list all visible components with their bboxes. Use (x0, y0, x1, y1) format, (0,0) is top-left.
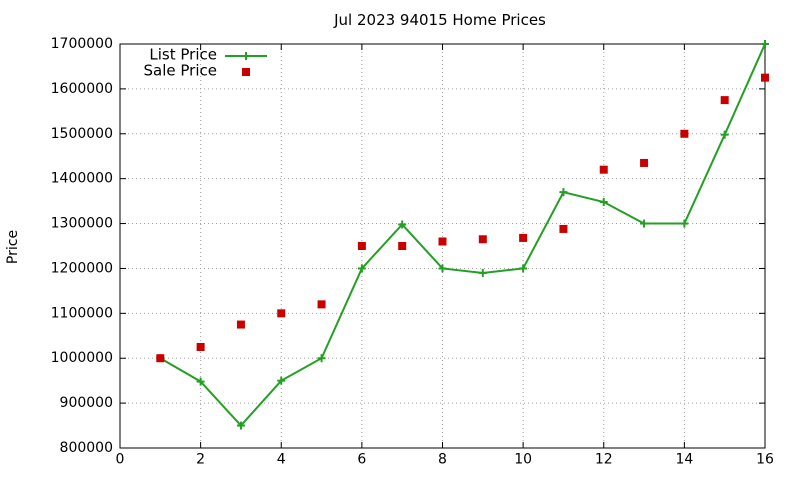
data-point-sale-price (398, 242, 407, 250)
y-tick-label: 1500000 (51, 126, 113, 142)
data-point-list-price (519, 264, 528, 273)
y-tick-label: 900000 (60, 395, 113, 411)
data-point-sale-price (519, 233, 528, 242)
y-tick-label: 1300000 (51, 216, 113, 232)
data-point-list-price (196, 377, 205, 386)
y-tick-label: 1200000 (51, 260, 113, 276)
data-point-list-price (680, 219, 689, 228)
data-point-list-price (438, 264, 447, 273)
x-tick-label: 8 (438, 452, 447, 468)
data-point-sale-price (680, 129, 689, 138)
data-point-sale-price (317, 300, 326, 309)
data-point-list-price (478, 268, 487, 277)
data-point-sale-price (236, 320, 245, 329)
data-point-sale-price (196, 343, 205, 351)
data-point-list-price (398, 220, 407, 229)
x-tick-label: 6 (357, 452, 366, 468)
y-tick-label: 1600000 (51, 81, 113, 97)
legend-marker-list-price (242, 52, 250, 60)
data-point-sale-price (277, 309, 286, 318)
x-tick-label: 10 (514, 452, 532, 468)
data-point-list-price (559, 188, 568, 197)
data-point-list-price (761, 40, 769, 48)
legend-swatch-list-price (225, 52, 267, 60)
data-point-list-price (277, 376, 286, 385)
y-tick-label: 1000000 (51, 350, 113, 366)
plot-frame (119, 43, 766, 449)
y-tick-label: 1100000 (51, 305, 113, 321)
y-axis-label: Price (5, 230, 21, 264)
data-point-sale-price (478, 235, 487, 244)
data-point-list-price (720, 130, 729, 139)
y-tick-label: 800000 (60, 440, 113, 456)
data-point-sale-price (559, 224, 568, 233)
x-tick-label: 0 (116, 452, 125, 468)
series-layer (156, 40, 769, 430)
data-point-sale-price (720, 96, 729, 105)
data-point-sale-price (761, 73, 769, 82)
x-tick-label: 14 (675, 452, 693, 468)
data-point-sale-price (156, 354, 165, 363)
data-point-list-price (599, 198, 608, 207)
axis-ticks: 800000 900000 1000000 1100000 1200000 1300000… (51, 36, 774, 468)
x-tick-label: 4 (277, 452, 286, 468)
grid-lines (120, 44, 765, 448)
legend-marker-sale-price (242, 68, 250, 76)
data-point-list-price (357, 264, 366, 273)
data-point-sale-price (438, 237, 447, 246)
y-tick-label: 1700000 (51, 36, 113, 52)
x-tick-label: 12 (595, 452, 613, 468)
data-point-list-price (640, 219, 649, 228)
legend: List Price Sale Price (144, 46, 267, 80)
y-tick-label: 1400000 (51, 171, 113, 187)
data-point-sale-price (640, 158, 649, 167)
data-point-list-price (236, 421, 245, 430)
chart-title: Jul 2023 94015 Home Prices (333, 11, 546, 29)
x-tick-label: 16 (756, 452, 774, 468)
data-point-sale-price (357, 242, 366, 250)
legend-label-sale-price: Sale Price (144, 62, 217, 80)
legend-swatch-sale-price (242, 68, 250, 76)
series-line-list-price (159, 43, 766, 428)
data-point-sale-price (599, 165, 608, 174)
data-point-list-price (317, 354, 326, 363)
legend-label-list-price: List Price (149, 46, 217, 64)
x-tick-label: 2 (196, 452, 205, 468)
